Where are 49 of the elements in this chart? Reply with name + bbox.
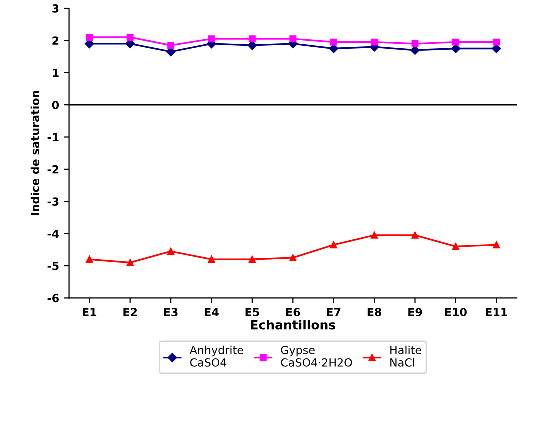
x-tick-label: E11 (486, 308, 508, 316)
point (168, 42, 175, 50)
point (86, 256, 94, 264)
legend-label: Anhydrite CaSO4 (190, 346, 244, 367)
point (451, 44, 461, 54)
point (290, 36, 297, 43)
x-tick-label: E7 (327, 308, 341, 316)
point (330, 242, 338, 249)
y-tick-label: 1 (53, 69, 59, 78)
point (493, 38, 500, 46)
y-tick-label: -4 (48, 230, 60, 238)
legend-label: Gypse CaSO4·2H2O (281, 346, 352, 367)
y-tick-label: -2 (48, 165, 59, 174)
point (330, 38, 338, 46)
x-tick-label: E8 (368, 308, 382, 317)
y-tick-label: -6 (48, 294, 59, 303)
point (126, 259, 134, 266)
x-tick-label: E6 (286, 308, 300, 317)
point (412, 232, 419, 239)
y-tick-label: 0 (52, 101, 60, 110)
y-tick-label: 3 (52, 4, 59, 13)
point (208, 256, 216, 264)
point (412, 40, 419, 48)
legend-label: Halite NaCl (390, 346, 422, 367)
y-tick-label: -3 (48, 198, 59, 206)
x-tick-label: E1 (83, 308, 97, 316)
x-tick-label: E5 (246, 308, 260, 317)
point (371, 232, 378, 239)
point (86, 34, 94, 41)
y-axis-title: Indice de saturation (30, 91, 40, 216)
point (248, 256, 256, 264)
point (290, 254, 297, 262)
y-tick-label: -1 (48, 133, 59, 142)
y-tick-label: -5 (48, 262, 59, 270)
point (493, 242, 500, 249)
point (371, 38, 378, 46)
point (452, 38, 460, 46)
point (248, 36, 256, 43)
point (168, 248, 175, 255)
x-tick-label: E4 (205, 308, 219, 316)
x-tick-label: E10 (445, 308, 467, 317)
x-tick-label: E9 (408, 308, 422, 317)
x-tick-label: E3 (164, 308, 178, 317)
point (208, 36, 216, 43)
point (126, 34, 134, 41)
x-tick-label: E2 (124, 308, 138, 316)
point (452, 243, 460, 250)
x-axis-title: Echantillons (251, 320, 336, 330)
y-tick-label: 2 (52, 36, 59, 45)
